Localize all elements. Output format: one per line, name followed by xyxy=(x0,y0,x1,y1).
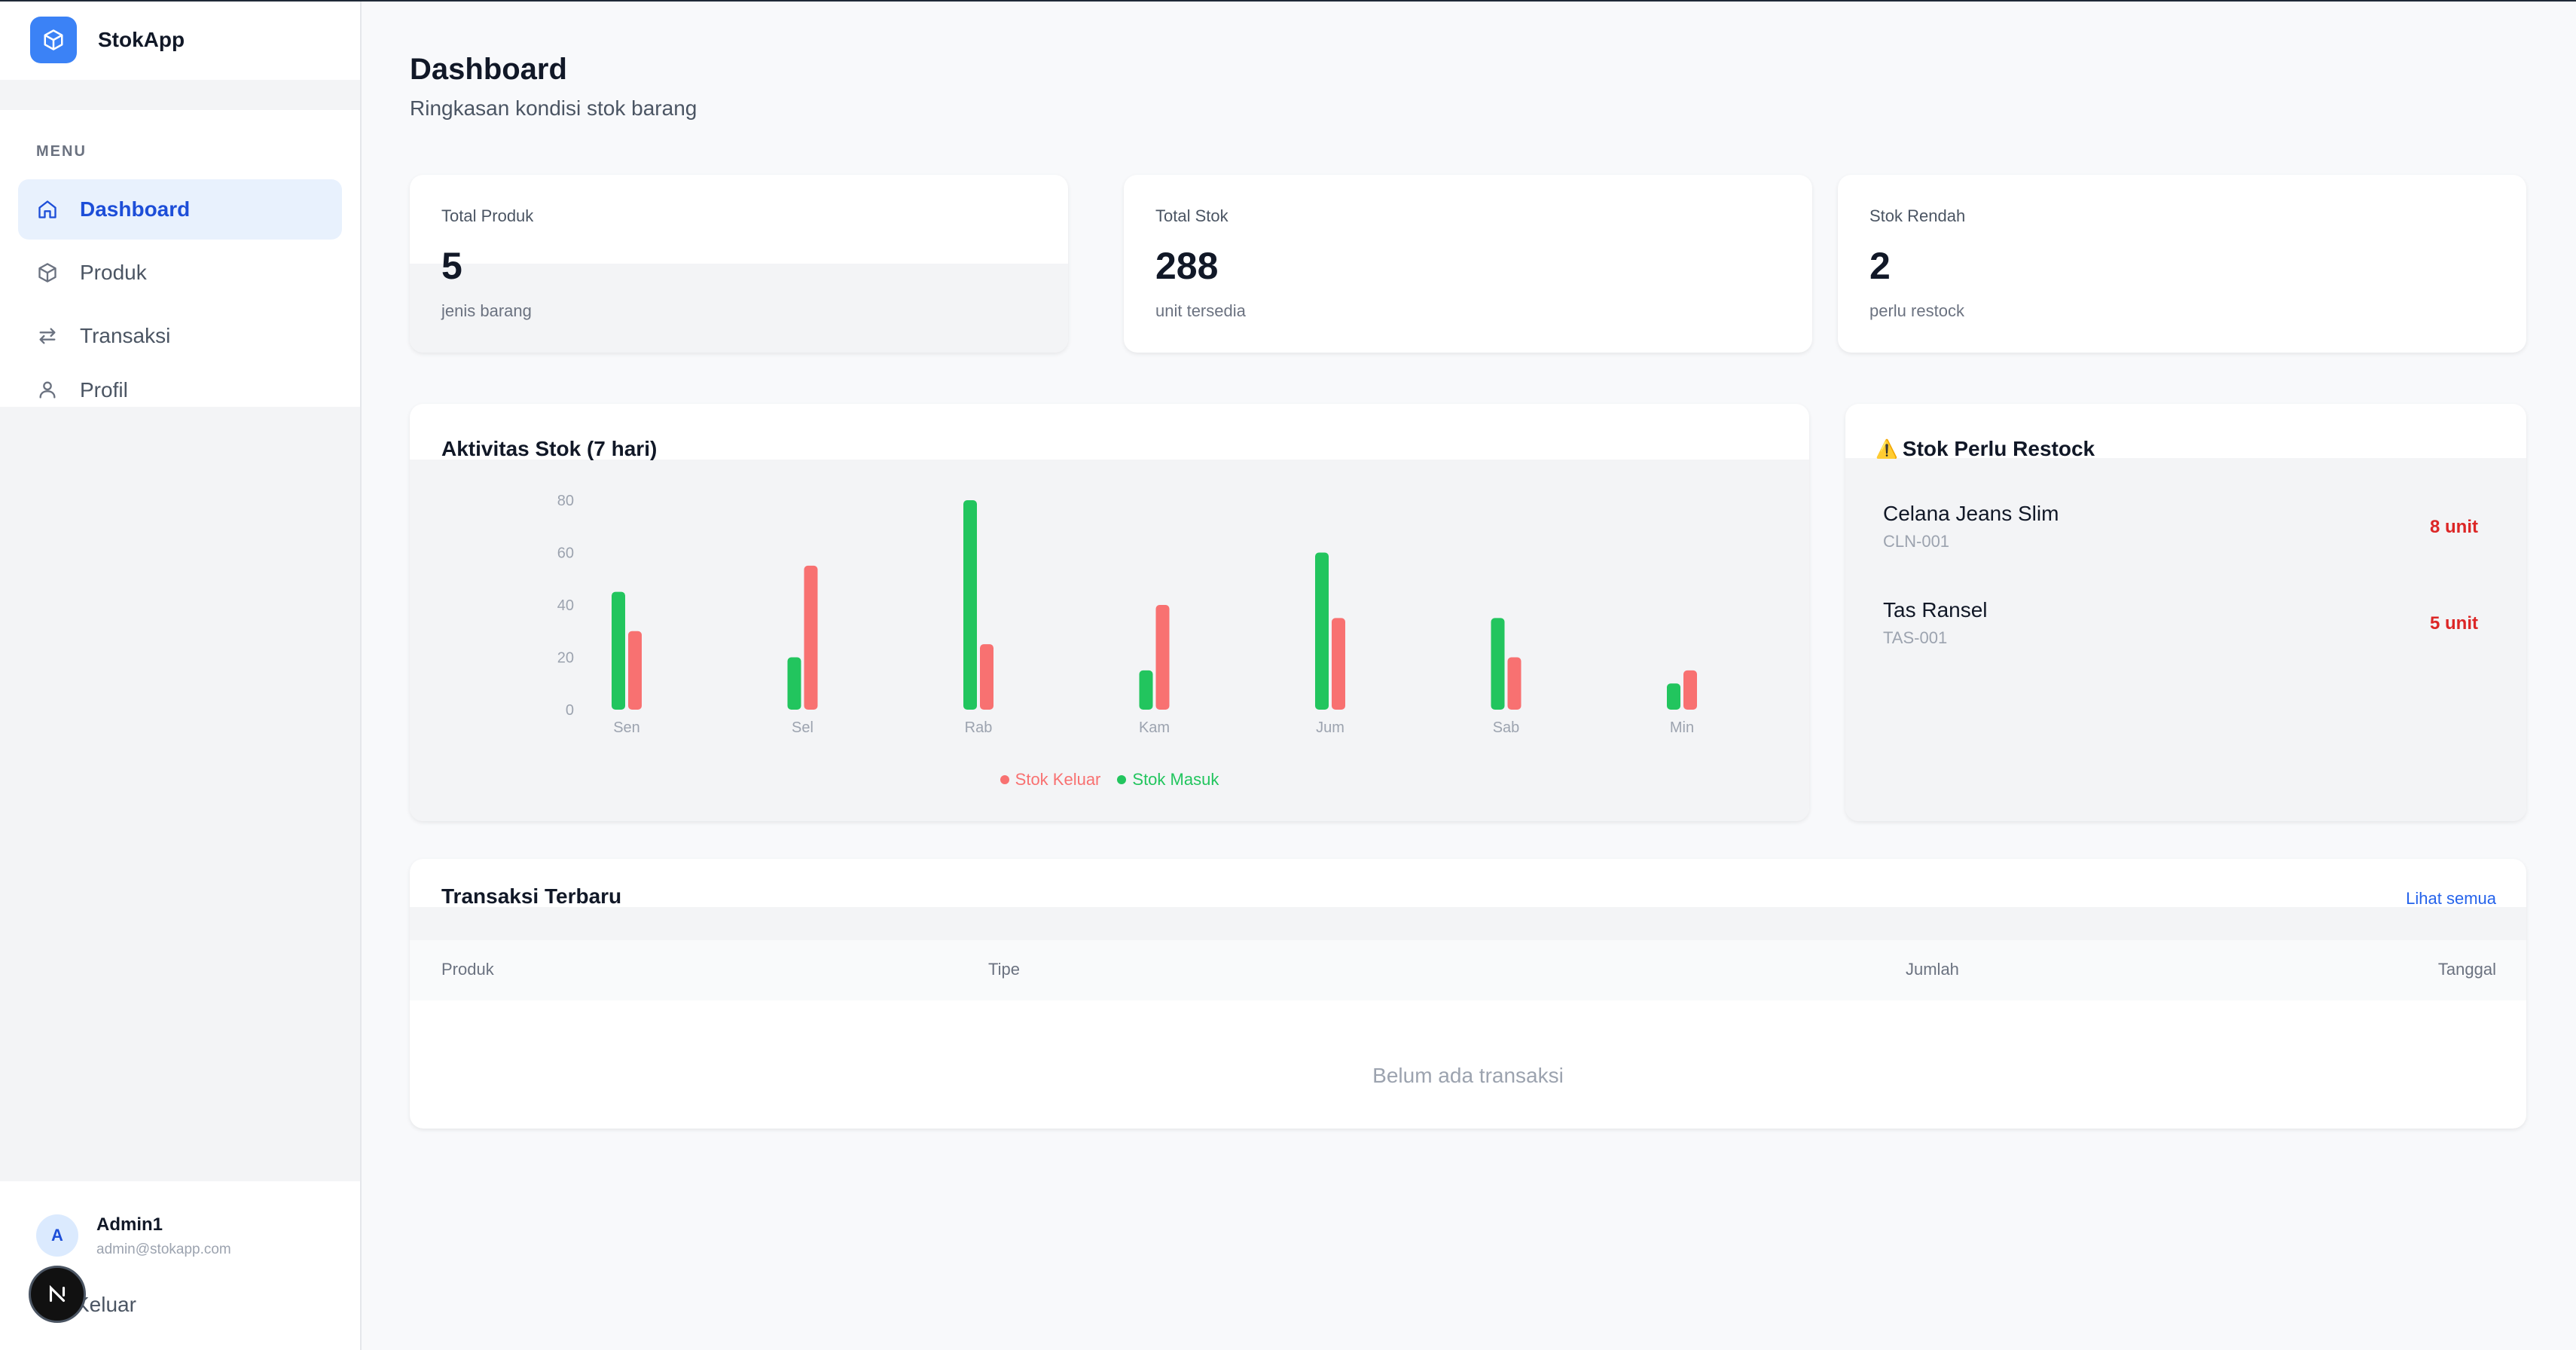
home-icon xyxy=(36,198,59,221)
view-all-link[interactable]: Lihat semua xyxy=(2406,889,2496,908)
bar-stok-keluar[interactable] xyxy=(1507,657,1521,710)
legend-item-keluar[interactable]: Stok Keluar xyxy=(1000,770,1101,790)
column-header-tipe[interactable]: Tipe xyxy=(988,960,1020,979)
x-tick-label: Kam xyxy=(1139,719,1170,736)
bar-stok-masuk[interactable] xyxy=(1315,552,1329,710)
restock-card: ⚠️ Stok Perlu Restock Celana Jeans Slim … xyxy=(1845,404,2526,821)
sidebar-item-profil[interactable]: Profil xyxy=(18,369,342,407)
sidebar-item-label: Dashboard xyxy=(80,197,191,221)
x-tick-label: Sel xyxy=(792,719,813,736)
stat-value: 2 xyxy=(1869,245,1891,287)
stat-value: 288 xyxy=(1155,245,1219,287)
bar-stok-masuk[interactable] xyxy=(963,500,977,710)
restock-item-name[interactable]: Celana Jeans Slim xyxy=(1883,502,2059,525)
card-band xyxy=(410,907,2526,940)
bar-stok-masuk[interactable] xyxy=(787,657,801,710)
next-dev-badge-icon[interactable] xyxy=(29,1266,86,1323)
sidebar-item-transaksi[interactable]: Transaksi xyxy=(18,306,342,366)
x-tick-label: Rab xyxy=(965,719,993,736)
column-header-jumlah[interactable]: Jumlah xyxy=(1906,960,1959,979)
sidebar-item-label: Produk xyxy=(80,261,147,284)
restock-item-qty: 5 unit xyxy=(2430,613,2478,634)
empty-state-message: Belum ada transaksi xyxy=(1372,1064,1564,1087)
x-tick-label: Sen xyxy=(613,719,640,736)
app-name: StokApp xyxy=(98,28,185,51)
card-band xyxy=(410,264,1068,353)
stat-label: Stok Rendah xyxy=(1869,206,1966,225)
stat-value: 5 xyxy=(441,245,462,287)
bar-stok-keluar[interactable] xyxy=(1155,605,1170,710)
restock-title: ⚠️ Stok Perlu Restock xyxy=(1876,437,2095,461)
sidebar-item-label: Transaksi xyxy=(80,324,171,347)
sidebar-item-dashboard[interactable]: Dashboard xyxy=(18,179,342,240)
bar-stok-masuk[interactable] xyxy=(1667,683,1680,710)
restock-item-qty: 8 unit xyxy=(2430,517,2478,537)
stock-activity-chart: 0 20 40 60 80 Sen Sel Rab Kam Jum Sab Min xyxy=(557,493,1697,736)
user-email: admin@stokapp.com xyxy=(96,1242,231,1257)
bar-stok-keluar[interactable] xyxy=(1683,670,1697,710)
y-tick-label: 40 xyxy=(557,597,574,614)
bar-stok-masuk[interactable] xyxy=(1139,670,1153,710)
restock-item-name[interactable]: Tas Ransel xyxy=(1883,598,1988,622)
legend-label: Stok Masuk xyxy=(1132,770,1219,789)
card-band xyxy=(410,460,1809,821)
restock-item-sku: CLN-001 xyxy=(1883,532,1950,551)
warning-icon: ⚠️ xyxy=(1876,438,1898,460)
y-tick-label: 80 xyxy=(557,493,574,509)
sidebar-item-label: Profil xyxy=(80,378,128,402)
restock-item-sku: TAS-001 xyxy=(1883,628,1948,647)
bar-stok-keluar[interactable] xyxy=(804,565,818,710)
restock-title-text: Stok Perlu Restock xyxy=(1902,437,2095,460)
stat-label: Total Produk xyxy=(441,206,534,225)
user-icon xyxy=(36,378,59,401)
bar-stok-masuk[interactable] xyxy=(612,591,625,710)
stat-card-stok-rendah: Stok Rendah 2 perlu restock xyxy=(1838,175,2526,353)
page-title: Dashboard xyxy=(410,53,567,86)
y-tick-label: 0 xyxy=(566,702,574,719)
brand[interactable]: StokApp xyxy=(0,0,360,80)
y-tick-label: 20 xyxy=(557,650,574,667)
recent-transactions-card: Transaksi Terbaru Lihat semua Produk Tip… xyxy=(410,859,2526,1129)
stat-sub: jenis barang xyxy=(441,301,532,320)
transactions-title: Transaksi Terbaru xyxy=(441,884,622,908)
column-header-tanggal[interactable]: Tanggal xyxy=(2437,960,2496,979)
x-tick-label: Jum xyxy=(1316,719,1344,736)
legend-dot-icon xyxy=(1117,775,1127,784)
stat-card-total-stok: Total Stok 288 unit tersedia xyxy=(1124,175,1812,353)
bar-stok-keluar[interactable] xyxy=(1332,618,1345,710)
avatar[interactable]: A xyxy=(36,1214,78,1257)
stat-sub: unit tersedia xyxy=(1155,301,1246,320)
bar-stok-keluar[interactable] xyxy=(628,631,642,710)
card-band xyxy=(1845,458,2526,821)
legend-dot-icon xyxy=(1000,775,1009,784)
legend-item-masuk[interactable]: Stok Masuk xyxy=(1117,770,1219,790)
bar-stok-masuk[interactable] xyxy=(1491,618,1505,710)
activity-chart-card: Aktivitas Stok (7 hari) 0 20 40 60 80 Sen Sel R… xyxy=(410,404,1809,821)
y-tick-label: 60 xyxy=(557,545,574,562)
stat-card-total-produk: Total Produk 5 jenis barang xyxy=(410,175,1068,353)
stat-sub: perlu restock xyxy=(1869,301,1964,320)
chart-legend: Stok Keluar Stok Masuk xyxy=(410,770,1809,790)
stat-label: Total Stok xyxy=(1155,206,1228,225)
column-header-produk[interactable]: Produk xyxy=(441,960,494,979)
table-header: Produk Tipe Jumlah Tanggal xyxy=(410,940,2526,1000)
sidebar-item-produk[interactable]: Produk xyxy=(18,243,342,303)
main-content: Dashboard Ringkasan kondisi stok barang … xyxy=(362,0,2576,1350)
cube-icon xyxy=(30,17,77,63)
chart-title: Aktivitas Stok (7 hari) xyxy=(441,437,658,460)
page-subtitle: Ringkasan kondisi stok barang xyxy=(410,96,697,120)
menu-heading: MENU xyxy=(36,143,87,160)
swap-icon xyxy=(36,325,59,347)
box-icon xyxy=(36,261,59,284)
user-name: Admin1 xyxy=(96,1214,163,1235)
x-tick-label: Sab xyxy=(1493,719,1520,736)
menu-panel: MENU Dashboard Produk xyxy=(0,110,360,407)
window-top-border xyxy=(0,0,2576,2)
legend-label: Stok Keluar xyxy=(1015,770,1101,789)
sidebar: StokApp MENU Dashboard Produk xyxy=(0,0,362,1350)
x-tick-label: Min xyxy=(1670,719,1694,736)
bar-stok-keluar[interactable] xyxy=(980,644,993,710)
